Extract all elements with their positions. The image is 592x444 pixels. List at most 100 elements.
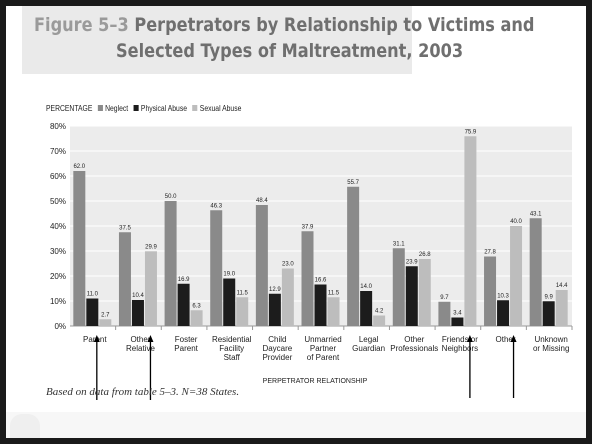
bar-physical-abuse: [177, 283, 190, 326]
bar-data-label: 10.3: [497, 293, 509, 299]
bar-sexual-abuse: [144, 251, 157, 326]
bar-data-label: 50.0: [165, 194, 177, 200]
bar-sexual-abuse: [373, 315, 386, 326]
x-category-label: Other: [404, 335, 424, 344]
bar-sexual-abuse: [555, 290, 568, 326]
legend-item-neglect: Neglect: [97, 104, 128, 113]
y-tick-label: 40%: [50, 222, 66, 231]
y-tick-label: 0%: [54, 322, 66, 331]
x-category-label: Child: [268, 335, 286, 344]
bar-neglect: [347, 186, 360, 326]
x-category-label: Staff: [224, 353, 241, 362]
bar-neglect: [210, 210, 223, 326]
bar-physical-abuse: [268, 293, 281, 326]
x-category-label: Partner: [310, 344, 337, 353]
bar-data-label: 55.7: [347, 180, 359, 186]
bar-sexual-abuse: [464, 136, 477, 326]
legend-swatch-physical-abuse: [133, 105, 139, 111]
x-category-label: Foster: [175, 335, 198, 344]
y-tick-label: 10%: [50, 297, 66, 306]
bar-data-label: 37.5: [119, 225, 131, 231]
chart-legend: PERCENTAGE Neglect Physical Abuse Sexual…: [46, 102, 246, 114]
x-category-label: Legal: [359, 335, 379, 344]
x-category-label: Facility: [219, 344, 244, 353]
x-category-label: Daycare: [262, 344, 292, 353]
bar-data-label: 43.1: [530, 211, 542, 217]
x-category-label: Residential: [212, 335, 252, 344]
bar-sexual-abuse: [418, 259, 431, 326]
bar-physical-abuse: [360, 291, 373, 326]
y-tick-label: 80%: [50, 122, 66, 131]
bar-data-label: 2.7: [101, 312, 110, 318]
bar-sexual-abuse: [327, 297, 340, 326]
legend-title: PERCENTAGE: [46, 103, 93, 113]
bar-physical-abuse: [542, 301, 555, 326]
annotation-arrow-head: [93, 335, 100, 342]
bar-neglect: [529, 218, 542, 326]
x-axis-title: PERPETRATOR RELATIONSHIP: [263, 378, 368, 385]
y-tick-label: 30%: [50, 247, 66, 256]
bar-data-label: 11.5: [328, 290, 340, 296]
bar-neglect: [438, 301, 451, 326]
legend-item-sexual-abuse: Sexual Abuse: [192, 104, 241, 113]
y-tick-label: 70%: [50, 147, 66, 156]
bar-physical-abuse: [131, 300, 144, 326]
bar-neglect: [73, 171, 86, 326]
bar-data-label: 40.0: [510, 219, 522, 225]
bar-data-label: 11.5: [237, 290, 249, 296]
bar-neglect: [484, 256, 497, 326]
bar-data-label: 37.9: [302, 224, 314, 230]
bar-neglect: [118, 232, 131, 326]
annotation-arrow-head: [147, 335, 154, 342]
figure-title-line-1: Figure 5–3 Perpetrators by Relationship …: [34, 14, 534, 36]
bar-data-label: 6.3: [192, 303, 201, 309]
bar-data-label: 62.0: [73, 164, 85, 170]
bar-data-label: 14.0: [360, 284, 372, 290]
x-category-label: Unknown: [535, 335, 568, 344]
x-category-label: Relative: [126, 344, 155, 353]
figure-title-line-2: Selected Types of Maltreatment, 2003: [116, 40, 464, 62]
x-category-label: Neighbors: [442, 344, 478, 353]
bar-data-label: 46.3: [210, 203, 222, 209]
legend-label-sexual-abuse: Sexual Abuse: [199, 103, 242, 113]
figure-title-text-1: Perpetrators by Relationship to Victims …: [134, 14, 535, 36]
bar-data-label: 12.9: [269, 287, 281, 293]
legend-swatch-sexual-abuse: [192, 105, 198, 111]
bar-neglect: [301, 231, 314, 326]
bar-data-label: 4.2: [375, 309, 384, 315]
bar-data-label: 10.4: [132, 293, 144, 299]
x-category-label: or Missing: [533, 344, 569, 353]
x-category-label: Other: [130, 335, 150, 344]
bar-data-label: 16.6: [315, 278, 327, 284]
y-tick-label: 20%: [50, 272, 66, 281]
bar-data-label: 27.8: [484, 250, 496, 256]
bar-physical-abuse: [223, 278, 236, 326]
bar-data-label: 3.4: [453, 311, 462, 317]
figure-label: Figure 5–3: [34, 14, 129, 36]
annotation-arrow-head: [510, 335, 517, 342]
bar-neglect: [392, 248, 405, 326]
bar-data-label: 19.0: [223, 272, 235, 278]
bar-data-label: 75.9: [465, 129, 477, 135]
bar-physical-abuse: [405, 266, 418, 326]
x-category-label: Unmarried: [304, 335, 341, 344]
x-category-label: Parent: [174, 344, 198, 353]
x-category-label: Professionals: [390, 344, 438, 353]
bar-data-label: 9.9: [545, 294, 554, 300]
bar-neglect: [255, 205, 268, 326]
x-category-label: Other: [496, 335, 516, 344]
y-tick-label: 50%: [50, 197, 66, 206]
bar-sexual-abuse: [99, 319, 112, 326]
bar-physical-abuse: [497, 300, 510, 326]
bottom-band: [6, 412, 586, 438]
legend-item-physical-abuse: Physical Abuse: [133, 104, 187, 113]
x-category-label: Provider: [262, 353, 292, 362]
annotation-arrow-head: [466, 335, 473, 342]
bar-data-label: 29.9: [145, 244, 157, 250]
bar-data-label: 23.9: [406, 259, 418, 265]
bar-neglect: [164, 201, 177, 326]
bar-data-label: 23.0: [282, 262, 294, 268]
bar-sexual-abuse: [190, 310, 203, 326]
x-category-label: Friends or: [442, 335, 478, 344]
